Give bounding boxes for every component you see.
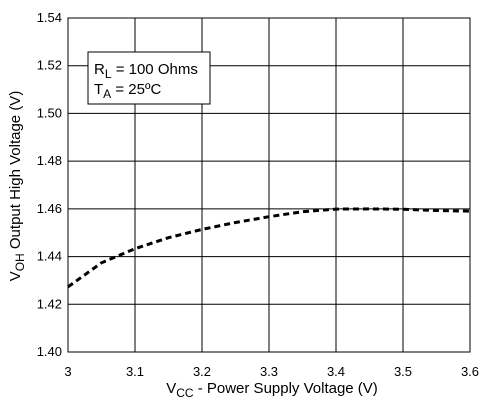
legend-rl-sub: L xyxy=(105,67,112,81)
x-title-sub: CC xyxy=(176,386,194,400)
x-tick-labels: 3 3.1 3.2 3.3 3.4 3.5 3.6 xyxy=(64,364,479,379)
legend-rl-main: R xyxy=(94,61,105,78)
y-tick-label: 1.40 xyxy=(37,344,62,359)
x-tick-label: 3.1 xyxy=(126,364,144,379)
x-title-rest: - Power Supply Voltage (V) xyxy=(194,380,378,397)
legend: RL = 100 Ohms TA = 25ºC xyxy=(87,51,211,105)
y-tick-label: 1.48 xyxy=(37,153,62,168)
y-tick-label: 1.54 xyxy=(37,10,62,25)
y-tick-labels: 1.40 1.42 1.44 1.46 1.48 1.50 1.52 1.54 xyxy=(37,10,62,359)
x-tick-label: 3.6 xyxy=(461,364,479,379)
series-layer xyxy=(67,207,471,289)
x-title-main: V xyxy=(166,380,176,397)
x-tick-label: 3.2 xyxy=(193,364,211,379)
legend-ta-sub: A xyxy=(103,87,111,101)
y-title-rest: Output High Voltage (V) xyxy=(7,91,24,254)
x-axis-title: VCC - Power Supply Voltage (V) xyxy=(166,380,378,400)
x-tick-label: 3.4 xyxy=(327,364,345,379)
plot-area-frame xyxy=(67,17,471,353)
legend-rl-rest: = 100 Ohms xyxy=(112,61,198,78)
y-tick-label: 1.46 xyxy=(37,201,62,216)
legend-ta-main: T xyxy=(94,81,103,98)
y-axis-title: VOH Output High Voltage (V) xyxy=(7,91,27,282)
x-tick-label: 3.5 xyxy=(394,364,412,379)
y-tick-label: 1.44 xyxy=(37,249,62,264)
y-tick-label: 1.50 xyxy=(37,105,62,120)
legend-entry-rl: RL = 100 Ohms xyxy=(94,61,198,81)
legend-ta-rest: = 25ºC xyxy=(111,81,161,98)
y-title-main: V xyxy=(7,271,24,281)
y-tick-label: 1.52 xyxy=(37,58,62,73)
legend-entry-ta: TA = 25ºC xyxy=(94,81,161,101)
legend-box xyxy=(87,51,211,105)
y-tick-label: 1.42 xyxy=(37,296,62,311)
y-title-sub: OH xyxy=(13,253,27,271)
x-tick-label: 3 xyxy=(64,364,71,379)
series-line xyxy=(67,207,471,289)
x-tick-label: 3.3 xyxy=(260,364,278,379)
